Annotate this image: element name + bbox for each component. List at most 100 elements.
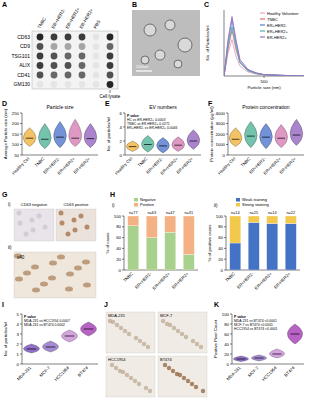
cell-texture [121, 370, 125, 374]
panel-label: D [2, 100, 7, 107]
median [272, 354, 281, 355]
y-tick [20, 123, 22, 124]
blot-dot [51, 34, 58, 41]
y-tick-label: 80 [116, 224, 121, 229]
y-label: % of positive cases [207, 225, 212, 262]
legend-label: TNBC [267, 17, 278, 22]
blot-dot [107, 43, 114, 50]
y-tick-label: 2 [17, 342, 20, 347]
x-tick-label: BT474 [283, 365, 296, 378]
p-value-text: HCC1954 vs BT474 <0.0001 [234, 327, 278, 331]
y-tick [230, 364, 232, 365]
violin [233, 356, 248, 362]
y-tick [230, 354, 232, 355]
median [129, 146, 137, 147]
y-tick [20, 134, 22, 135]
y-tick [123, 113, 125, 114]
image [158, 356, 207, 397]
tissue-texture [57, 255, 65, 260]
violin [24, 344, 40, 353]
vesicle [141, 56, 149, 64]
y-tick-label: 0 [17, 362, 20, 367]
cell-texture [171, 369, 175, 373]
x-tick-label: Healthy Ctrl [217, 156, 236, 175]
median [174, 145, 182, 146]
cell-texture [168, 323, 172, 327]
cell-texture [195, 342, 199, 346]
row-label: CD63 [17, 34, 30, 40]
median [190, 141, 198, 142]
cell-texture [178, 373, 182, 377]
violin [157, 138, 170, 153]
y-axis [232, 314, 233, 364]
y-label: Positive Pixel Count [213, 319, 218, 358]
violin [141, 135, 154, 152]
blot-dot [79, 53, 86, 60]
y-tick-label: 4 [17, 322, 20, 327]
bar-chart: 020406080100% of positive casesTNBCER+HE… [207, 197, 300, 291]
cell-texture [144, 386, 148, 390]
tissue-texture [73, 228, 78, 233]
blot-dot [79, 43, 86, 50]
ihc-panel: i)CD63 negativeCD63 positiveii)x40 [8, 202, 96, 298]
side-label: Cell lysate [100, 94, 121, 99]
y-tick-label: 60 [116, 235, 121, 240]
y-tick [224, 216, 226, 217]
image [106, 356, 155, 397]
bar-segment [128, 226, 139, 270]
series-line [224, 27, 304, 77]
cell-texture [186, 379, 190, 383]
violin [43, 341, 59, 352]
blot-dot [93, 53, 100, 60]
median [293, 135, 301, 136]
blot-dot [65, 72, 72, 79]
cell-texture [176, 329, 180, 333]
panel-label: C [204, 1, 209, 8]
y-label: Average Particle size (nm) [3, 108, 8, 159]
figure: ABCDEFGHIJKTNBCER+HER2-ER+HER2+ER-HER2+P… [0, 0, 309, 400]
bar-segment [248, 216, 259, 222]
y-tick-label: 50 [14, 153, 19, 158]
y-tick [123, 127, 125, 128]
membrane [32, 31, 118, 89]
blot-dot [93, 72, 100, 79]
y-tick-label: 20 [224, 352, 229, 357]
magnification: x40 [17, 255, 25, 260]
x-tick-label: HCC1954 [53, 365, 70, 382]
y-tick [224, 237, 226, 238]
panel-label: G [2, 191, 8, 198]
y-tick [230, 334, 232, 335]
median [144, 144, 152, 145]
bar-segment [230, 216, 241, 243]
cell-texture [134, 336, 138, 340]
x-axis [125, 155, 201, 156]
blot-dot [65, 34, 72, 41]
cell-texture [161, 319, 165, 323]
blot-dot [37, 53, 44, 60]
violin-chart: 01000200030004000Protein concentration (… [209, 104, 304, 176]
blot-dot [65, 62, 72, 69]
violin [251, 355, 266, 361]
y-axis [22, 314, 23, 364]
legend-label: ER+HER2+ [267, 29, 289, 34]
legend-label: Strong staining [242, 202, 269, 207]
cell-texture [127, 332, 131, 336]
tissue-texture [24, 232, 29, 237]
y-tick [224, 259, 226, 260]
x-tick-label: TNBC [122, 271, 134, 283]
median [84, 329, 94, 330]
bar-segment [183, 216, 194, 254]
legend-swatch [134, 198, 138, 202]
tissue-texture [72, 218, 77, 223]
cell-texture [194, 385, 198, 389]
x-tick-label: ER-HER2+ [278, 156, 297, 175]
tissue-texture [30, 218, 35, 223]
x-axis [232, 364, 304, 365]
y-tick-label: 1 [17, 352, 20, 357]
y-label: Protein concentration (µg/ml) [209, 106, 214, 162]
y-tick-label: 0 [221, 268, 224, 273]
y-tick-label: 1000 [215, 142, 225, 147]
cell-texture [137, 382, 141, 386]
cell-texture [110, 363, 114, 367]
y-tick-label: 0 [119, 268, 122, 273]
